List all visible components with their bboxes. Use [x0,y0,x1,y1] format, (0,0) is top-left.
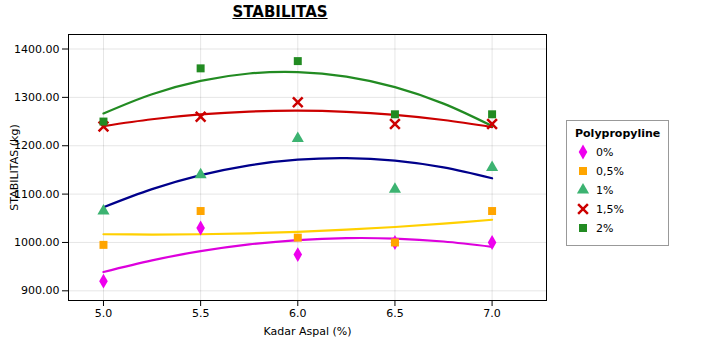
html-text:0,5%: 0,5% [596,164,624,178]
html-text:2%: 2% [596,221,614,235]
svg-text:1000.00: 1000.00 [14,236,60,249]
html-text:1%: 1% [596,183,614,197]
html-text:STABILITAS: STABILITAS [232,3,328,21]
svg-text:Kadar Aspal (%): Kadar Aspal (%) [263,325,351,338]
svg-text:1200.00: 1200.00 [14,139,60,153]
svg-text:1300.00: 1300.00 [14,91,60,104]
svg-text:1400.00: 1400.00 [14,43,60,56]
svg-text:1100.00: 1100.00 [14,187,60,201]
svg-text:5.0: 5.0 [95,307,113,320]
html-text:0%: 0% [596,145,614,159]
html-text:1,5%: 1,5% [596,202,624,216]
svg-text:900.00: 900.00 [21,284,60,297]
svg-text:5.5: 5.5 [192,307,210,320]
svg-text:6.5: 6.5 [386,307,404,320]
svg-text:STABILITAS (kg): STABILITAS (kg) [8,124,21,210]
svg-text:7.0: 7.0 [483,307,501,320]
svg-text:6.0: 6.0 [289,307,307,320]
html-text:Polypropyline: Polypropyline [575,127,661,140]
